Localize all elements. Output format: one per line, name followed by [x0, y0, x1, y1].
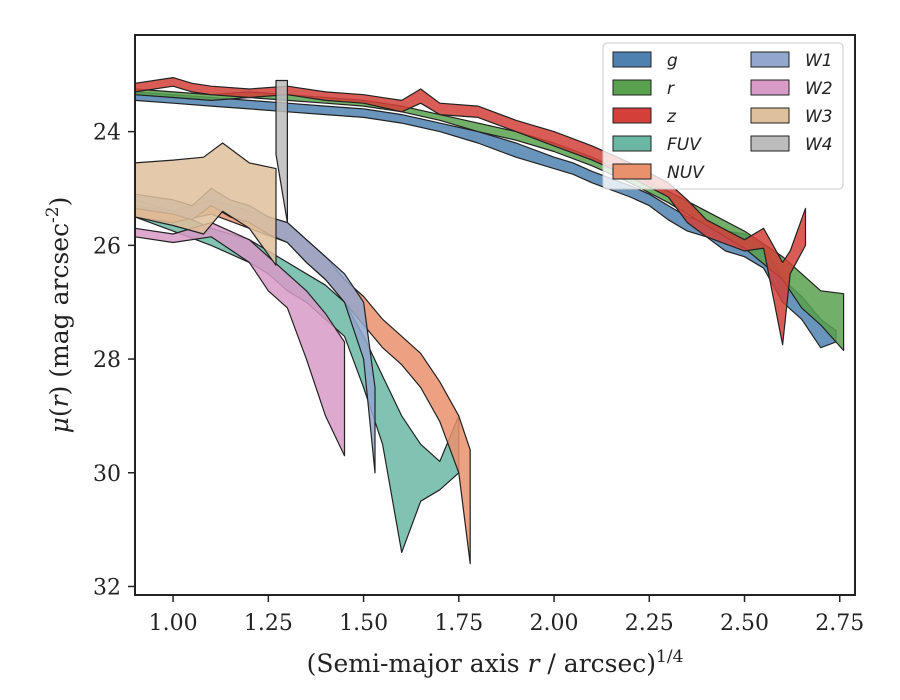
x-tick-label: 2.00 [530, 611, 579, 636]
legend-label-g: g [667, 51, 678, 71]
y-tick-label: 28 [93, 348, 121, 373]
legend-swatch-w4 [750, 135, 790, 152]
x-tick-label: 1.50 [339, 611, 388, 636]
x-axis: 1.00 1.25 1.50 1.75 2.00 2.25 2.50 2.75 [149, 595, 864, 636]
y-axis: 24 26 28 30 32 [93, 121, 135, 600]
series-area-w3 [134, 142, 277, 266]
legend-label-w1: W1 [805, 51, 833, 71]
series-area-w2 [134, 222, 346, 457]
legend-label-w4: W4 [805, 135, 833, 155]
legend-swatch-w1 [750, 51, 790, 68]
legend-swatch-z [612, 107, 652, 124]
y-tick-label: 30 [93, 462, 121, 487]
x-axis-label: (Semi-major axis r / arcsec)1/4 [307, 647, 684, 678]
legend-swatch-nuv [612, 163, 652, 180]
series-areas [134, 76, 845, 565]
x-tick-label: 1.00 [149, 611, 198, 636]
x-tick-label: 1.25 [244, 611, 293, 636]
y-tick-label: 26 [93, 234, 121, 259]
plot-frame [134, 34, 856, 596]
legend-label-w2: W2 [805, 79, 833, 99]
legend-label-fuv: FUV [667, 135, 702, 155]
legend-swatch-w3 [750, 107, 790, 124]
x-tick-label: 1.75 [434, 611, 483, 636]
legend-label-w3: W3 [805, 107, 833, 127]
x-tick-label: 2.75 [815, 611, 864, 636]
legend: grz FUV NUV W1 W2 W3 W4 [602, 42, 844, 190]
legend-label-nuv: NUV [667, 163, 705, 183]
legend-swatch-w2 [750, 79, 790, 96]
series-area-z [134, 76, 807, 346]
legend-label-z: z [666, 107, 677, 127]
x-tick-label: 2.50 [720, 611, 769, 636]
legend-swatch-fuv [612, 135, 652, 152]
legend-swatch-r [612, 79, 652, 96]
y-axis-label: μ(r) (mag arcsec-2) [43, 197, 74, 434]
y-tick-label: 24 [93, 121, 121, 146]
legend-swatch-g [612, 51, 652, 68]
x-tick-label: 2.25 [625, 611, 674, 636]
series-area-w4 [275, 79, 288, 224]
y-tick-label: 32 [93, 575, 121, 600]
legend-label-r: r [667, 79, 675, 99]
